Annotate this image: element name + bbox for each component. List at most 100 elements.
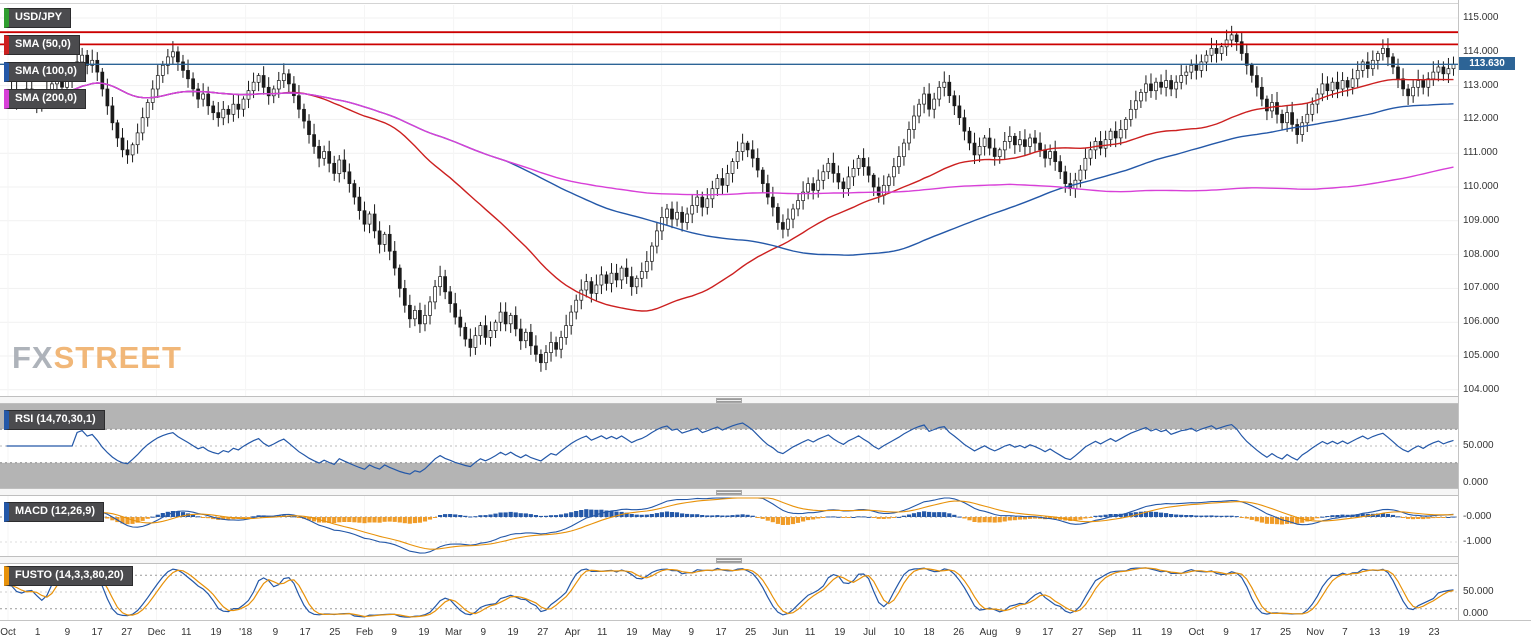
- macd-bar: [690, 514, 695, 517]
- candle-body: [811, 183, 816, 191]
- macd-bar: [150, 516, 155, 518]
- time-axis[interactable]: Oct 1 9 17 27 Dec 11 19'18 9 17 25 Feb 9 19 Mar 9 19 27 Ap…: [0, 620, 1458, 643]
- candles-layer[interactable]: [4, 25, 1456, 372]
- candle-body: [271, 88, 276, 97]
- time-tick-label: 17: [1250, 627, 1262, 638]
- macd-bar: [735, 514, 740, 517]
- candle-body: [1053, 151, 1058, 162]
- macd-bar: [120, 517, 125, 524]
- candle-body: [1345, 80, 1350, 88]
- macd-signal-line: [6, 497, 1454, 550]
- time-tick-label: 19: [626, 627, 638, 638]
- candle-body: [1280, 113, 1284, 124]
- macd-bar: [886, 517, 891, 519]
- candle-body: [574, 299, 579, 313]
- candle-body: [176, 51, 180, 63]
- fusto-d-line: [6, 567, 1454, 618]
- sma50-legend-chip[interactable]: SMA (50,0): [4, 35, 80, 55]
- macd-bar: [564, 513, 569, 517]
- time-tick-label: 19: [507, 627, 519, 638]
- candle-body: [735, 151, 740, 162]
- candle-body: [1325, 83, 1330, 92]
- time-tick-label: '18: [239, 627, 253, 638]
- macd-bar: [448, 514, 453, 517]
- candle-body: [110, 105, 115, 124]
- macd-bar: [574, 511, 579, 517]
- macd-bar: [871, 517, 876, 518]
- candle-body: [564, 325, 568, 338]
- candle-body: [503, 311, 508, 325]
- candle-body: [957, 105, 962, 119]
- time-tick-label: 1: [34, 627, 41, 638]
- candle-body: [1285, 112, 1289, 124]
- candle-body: [80, 54, 84, 63]
- candle-body: [1360, 61, 1365, 71]
- macd-bar: [175, 511, 180, 517]
- candle-body: [579, 289, 584, 301]
- macd-bar: [1194, 515, 1199, 517]
- candle-body: [841, 181, 846, 190]
- macd-bar: [468, 516, 473, 518]
- macd-bar: [226, 517, 231, 520]
- candle-body: [851, 168, 856, 178]
- macd-legend-chip[interactable]: MACD (12,26,9): [4, 502, 105, 522]
- candle-body: [443, 276, 447, 293]
- macd-bar: [1244, 517, 1249, 519]
- sma100-legend-chip[interactable]: SMA (100,0): [4, 62, 86, 82]
- panel-border-top: [0, 3, 1458, 4]
- candle-body: [1300, 122, 1305, 135]
- time-tick-label: 19: [834, 627, 846, 638]
- candle-body: [518, 328, 523, 342]
- price-tick-label: 109.000: [1463, 215, 1500, 226]
- macd-legend-label: MACD (12,26,9): [15, 505, 96, 517]
- macd-bar: [624, 512, 629, 517]
- macd-bar: [927, 511, 932, 517]
- candle-body: [685, 213, 689, 223]
- candle-body: [1058, 161, 1063, 173]
- candle-body: [1260, 86, 1264, 100]
- price-axis[interactable]: 115.000 114.000 113.000 112.000 111.000 110.0…: [1458, 0, 1531, 620]
- candle-body: [241, 98, 246, 110]
- candle-body: [1204, 54, 1209, 63]
- time-tick-label: 11: [1131, 627, 1143, 638]
- macd-bar: [1012, 517, 1017, 521]
- macd-bar: [806, 517, 811, 521]
- candle-body: [639, 271, 644, 279]
- candle-body: [1406, 88, 1410, 97]
- candle-body: [856, 157, 861, 169]
- candle-body: [211, 105, 216, 114]
- rsi-legend-chip[interactable]: RSI (14,70,30,1): [4, 410, 105, 430]
- panel-splitter-main-rsi[interactable]: [0, 396, 1458, 404]
- macd-bar: [387, 517, 392, 522]
- macd-bar: [1098, 515, 1103, 517]
- macd-tick-label: -1.000: [1463, 536, 1492, 547]
- panel-splitter-macd-fusto[interactable]: [0, 556, 1458, 564]
- symbol-chip[interactable]: USD/JPY: [4, 8, 72, 28]
- candle-body: [892, 166, 896, 178]
- candle-body: [1350, 78, 1355, 88]
- candle-body: [725, 173, 730, 186]
- macd-bar: [765, 517, 770, 521]
- sma50-legend-label: SMA (50,0): [15, 38, 71, 50]
- candle-body: [1108, 130, 1113, 140]
- panel-splitter-rsi-macd[interactable]: [0, 488, 1458, 496]
- candle-body: [1340, 80, 1345, 90]
- fusto-legend-chip[interactable]: FUSTO (14,3,3,80,20): [4, 566, 133, 586]
- sma200-legend-chip[interactable]: SMA (200,0): [4, 89, 86, 109]
- candle-body: [478, 325, 483, 337]
- candle-body: [100, 71, 105, 90]
- macd-bar: [1446, 517, 1451, 518]
- splitter-handle-icon: [716, 557, 742, 563]
- candle-body: [1386, 48, 1390, 58]
- time-tick-label: 23: [1428, 627, 1440, 638]
- candle-body: [992, 147, 997, 157]
- candle-body: [226, 108, 231, 115]
- macd-bar: [639, 514, 644, 517]
- candle-body: [1320, 83, 1325, 95]
- macd-bar: [1068, 517, 1073, 521]
- candle-body: [1199, 61, 1204, 71]
- candle-body: [347, 171, 352, 184]
- candle-body: [1134, 100, 1138, 110]
- price-tick-label: 106.000: [1463, 316, 1500, 327]
